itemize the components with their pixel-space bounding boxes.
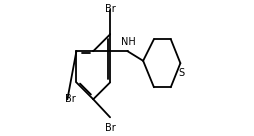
Text: NH: NH bbox=[120, 37, 135, 47]
Text: Br: Br bbox=[65, 94, 75, 104]
Text: Br: Br bbox=[105, 123, 116, 133]
Text: Br: Br bbox=[104, 4, 115, 14]
Text: S: S bbox=[177, 68, 183, 78]
